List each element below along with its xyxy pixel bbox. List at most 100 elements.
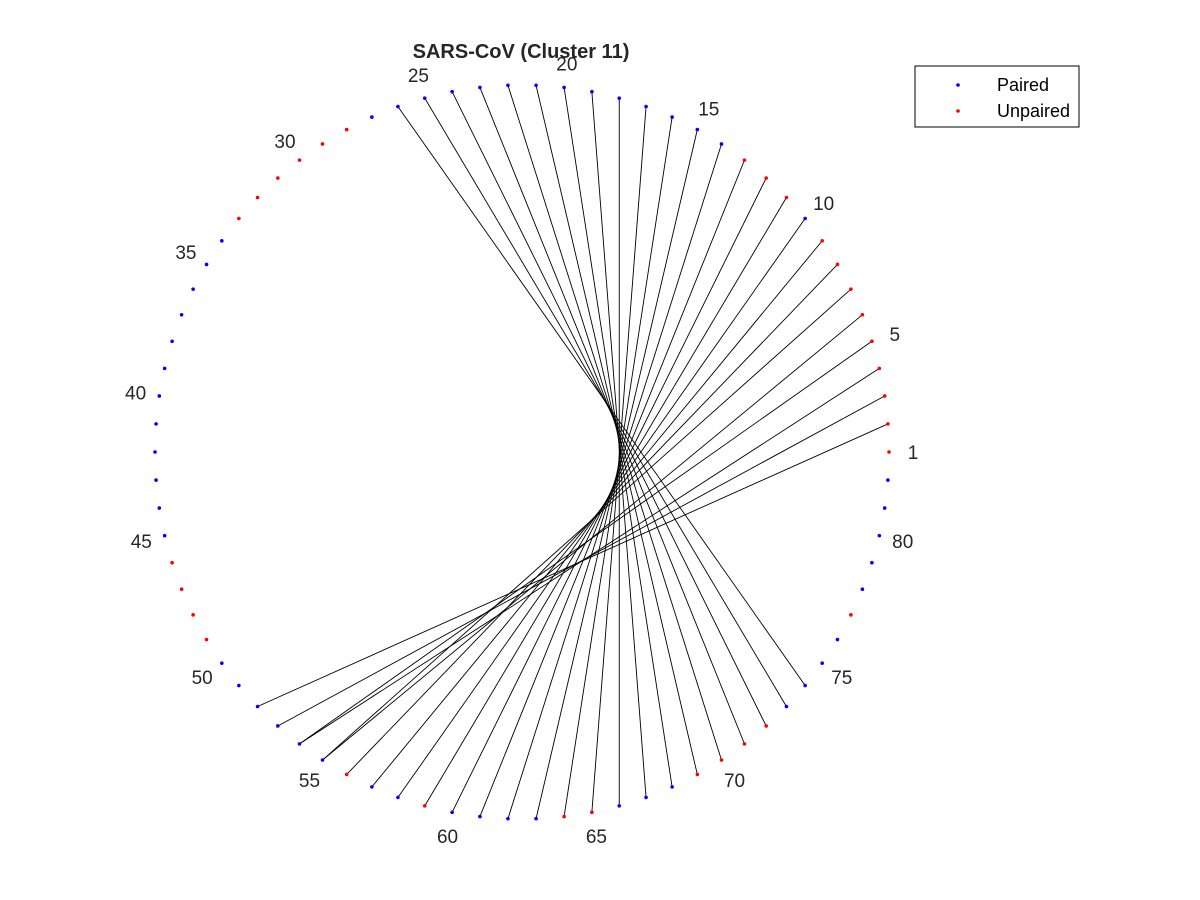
position-label: 55: [299, 771, 320, 792]
unpaired-node: [344, 772, 349, 777]
pair-link: [397, 106, 806, 686]
unpaired-node: [870, 339, 874, 344]
position-label: 35: [175, 243, 196, 264]
pair-link: [299, 368, 880, 745]
paired-node: [276, 724, 280, 728]
unpaired-node: [849, 613, 853, 617]
unpaired-node: [276, 176, 280, 180]
paired-node: [297, 742, 302, 746]
position-label: 25: [408, 66, 429, 87]
legend-unpaired-label: Unpaired: [997, 101, 1070, 121]
unpaired-node: [877, 366, 882, 371]
paired-node: [820, 661, 824, 665]
paired-node: [886, 478, 890, 482]
paired-node: [370, 115, 374, 119]
paired-node: [396, 795, 400, 800]
paired-node: [396, 104, 400, 109]
position-label: 45: [131, 532, 152, 553]
unpaired-node: [590, 810, 594, 815]
unpaired-node: [191, 613, 195, 617]
paired-node: [179, 313, 184, 317]
unpaired-node: [562, 814, 566, 819]
paired-node: [835, 637, 840, 642]
paired-node: [882, 506, 887, 510]
position-label: 75: [831, 668, 852, 689]
paired-node: [670, 785, 674, 789]
paired-node: [617, 96, 622, 100]
paired-node: [784, 704, 789, 709]
paired-node: [162, 366, 167, 371]
unpaired-node: [255, 195, 260, 200]
paired-node: [860, 587, 865, 591]
unpaired-node: [835, 262, 840, 267]
unpaired-node: [849, 287, 853, 291]
paired-node: [534, 83, 538, 88]
paired-node: [478, 814, 482, 819]
unpaired-node: [887, 450, 891, 454]
position-label: 15: [698, 100, 719, 121]
paired-node: [450, 89, 454, 94]
paired-node: [422, 96, 427, 100]
position-label: 50: [192, 668, 213, 689]
paired-node: [478, 85, 482, 90]
paired-node: [191, 287, 195, 291]
legend: Paired Unpaired: [914, 65, 1080, 128]
unpaired-node: [695, 772, 700, 777]
position-label: 80: [892, 532, 913, 553]
paired-node: [803, 683, 807, 688]
nodes: [153, 83, 891, 821]
position-label: 60: [437, 827, 458, 848]
paired-node: [506, 83, 510, 88]
paired-node: [670, 115, 674, 119]
unpaired-node: [179, 587, 184, 591]
position-label: 10: [813, 194, 834, 215]
position-label: 1: [908, 443, 919, 464]
unpaired-node: [742, 158, 747, 162]
paired-node: [170, 339, 174, 344]
paired-node: [162, 533, 167, 538]
chart-title: SARS-CoV (Cluster 11): [413, 41, 630, 63]
unpaired-node: [742, 742, 747, 746]
unpaired-node: [886, 422, 890, 426]
paired-node: [255, 704, 260, 709]
paired-node: [719, 142, 724, 146]
position-label: 40: [125, 383, 146, 404]
unpaired-node: [882, 394, 887, 398]
legend-box: [914, 65, 1080, 128]
position-label: 65: [586, 827, 607, 848]
paired-node: [506, 816, 510, 821]
paired-node: [154, 422, 158, 426]
paired-node: [157, 506, 162, 510]
paired-node: [644, 104, 648, 109]
paired-node: [870, 560, 874, 565]
paired-node: [153, 450, 157, 454]
paired-node: [237, 683, 241, 688]
unpaired-node: [344, 127, 349, 132]
position-label: 5: [889, 325, 900, 346]
paired-node: [877, 533, 882, 538]
unpaired-node: [320, 142, 325, 146]
unpaired-node: [297, 158, 302, 162]
pair-links: [257, 85, 889, 819]
paired-node: [157, 394, 162, 398]
position-label: 20: [556, 55, 577, 76]
unpaired-node: [784, 195, 789, 200]
unpaired-node: [860, 313, 865, 317]
paired-node: [154, 478, 158, 482]
paired-node: [590, 89, 594, 94]
unpaired-node: [764, 724, 768, 728]
paired-node: [562, 85, 566, 90]
paired-node: [220, 239, 224, 243]
unpaired-node: [422, 804, 427, 808]
position-label: 70: [724, 771, 745, 792]
legend-paired-label: Paired: [997, 75, 1049, 95]
paired-node: [320, 758, 325, 762]
unpaired-node: [820, 239, 824, 243]
paired-node: [644, 795, 648, 800]
position-label: 30: [274, 132, 295, 153]
legend-unpaired-marker: [956, 109, 960, 113]
paired-node: [204, 262, 209, 267]
paired-node: [450, 810, 454, 815]
unpaired-node: [170, 560, 174, 565]
